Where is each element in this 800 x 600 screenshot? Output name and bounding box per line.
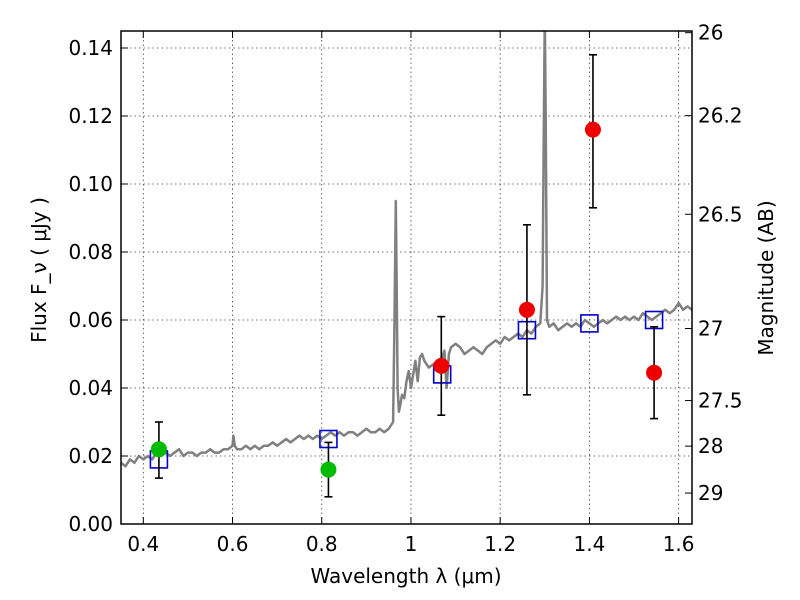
y2-tick-label: 28 xyxy=(698,434,723,458)
x-tick-label: 1.4 xyxy=(573,532,605,556)
y-tick-label: 0.12 xyxy=(68,104,113,128)
y-tick-label: 0.10 xyxy=(68,172,113,196)
markers-layer xyxy=(149,53,664,498)
observed-point xyxy=(320,461,337,478)
x-tick-label: 0.8 xyxy=(306,532,338,556)
x-tick-label: 1.2 xyxy=(484,532,516,556)
y2-tick-label: 29 xyxy=(698,481,723,505)
observed-point xyxy=(433,357,450,374)
ticks xyxy=(121,31,692,525)
y2-tick-label: 26.2 xyxy=(698,104,743,128)
x-tick-label: 1 xyxy=(405,532,418,556)
y2-axis-label: Magnitude (AB) xyxy=(754,200,778,355)
plot-frame xyxy=(120,30,693,525)
observed-point xyxy=(646,364,663,381)
observed-point xyxy=(518,301,535,318)
spectrum-line xyxy=(121,31,692,468)
x-tick-label: 0.6 xyxy=(217,532,249,556)
plot-area xyxy=(121,31,692,468)
y-tick-label: 0.14 xyxy=(68,36,113,60)
y-tick-label: 0.02 xyxy=(68,444,113,468)
y-tick-label: 0.00 xyxy=(68,512,113,536)
y2-tick-label: 27.5 xyxy=(698,389,743,413)
x-tick-label: 0.4 xyxy=(127,532,159,556)
y-tick-label: 0.06 xyxy=(68,308,113,332)
x-tick-label: 1.6 xyxy=(663,532,695,556)
observed-point xyxy=(584,121,601,138)
y-tick-label: 0.08 xyxy=(68,240,113,264)
grid xyxy=(121,31,692,524)
series-layer xyxy=(121,31,692,468)
y2-tick-label: 27 xyxy=(698,317,723,341)
observed-point xyxy=(150,441,167,458)
y-tick-label: 0.04 xyxy=(68,376,113,400)
y-axis-label: Flux F_ν ( μJy ) xyxy=(27,197,51,343)
y2-tick-label: 26.5 xyxy=(698,202,743,226)
model-square-point xyxy=(580,314,599,333)
x-axis-label: Wavelength λ (μm) xyxy=(310,564,501,588)
tick-labels: 0.4 0.6 0.8 1 1.2 1.4 1.6 0.00 0.02 0.04 0.06 0.08 0… xyxy=(68,21,742,556)
y2-tick-label: 26 xyxy=(698,21,723,45)
